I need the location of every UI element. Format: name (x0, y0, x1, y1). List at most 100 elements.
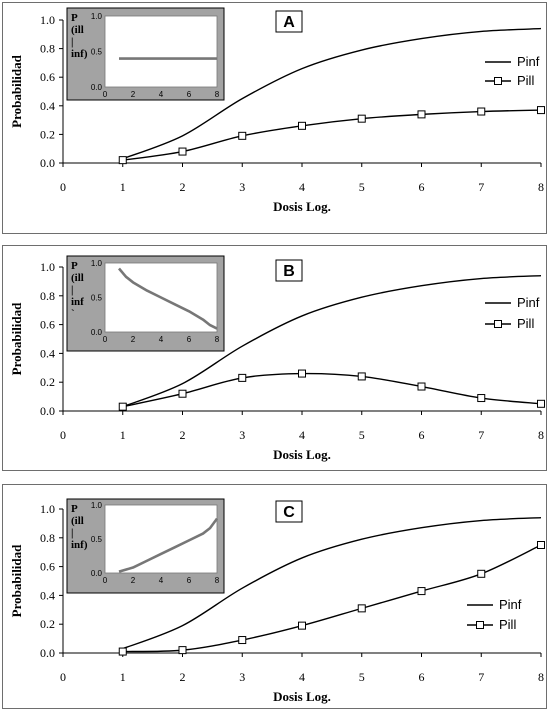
inset-y-tick-label: 0.0 (91, 83, 103, 92)
chart-a: 0.0 0.2 0.4 0.6 0.8 1.0 0 1 2 3 4 5 6 7 8 Dosis Log. Pro… (9, 7, 545, 214)
inset-x-tick-label: 4 (159, 90, 164, 99)
data-point-pill (477, 394, 486, 403)
chart-panel-b: 0.0 0.2 0.4 0.6 0.8 1.0 0 1 2 3 4 5 6 7 8 Dosis Log. Pro… (2, 245, 547, 471)
x-tick-label: 2 (180, 180, 186, 194)
data-point-pill (238, 373, 247, 382)
panel-title: C (283, 504, 295, 521)
inset-y-label: (ill (71, 515, 84, 527)
legend-label: Pill (499, 617, 516, 632)
inset-y-label: (ill (71, 24, 84, 36)
y-tick-label: 0.6 (40, 318, 55, 332)
y-tick-label: 1.0 (40, 260, 55, 274)
data-point-pill (238, 131, 247, 140)
data-point-pill (118, 402, 127, 411)
x-tick-label: 6 (419, 428, 425, 442)
data-point-pill (118, 156, 127, 165)
inset-x-tick-label: 6 (187, 90, 192, 99)
y-tick-label: 0.6 (40, 70, 55, 84)
inset-y-label: P (71, 503, 78, 515)
y-tick-label: 0.4 (40, 99, 55, 113)
inset-x-tick-label: 0 (103, 335, 108, 344)
y-axis-label: Probabilidad (9, 544, 24, 618)
y-tick-label: 0.0 (40, 156, 55, 170)
inset-y-label: P (71, 260, 78, 272)
y-axis-label: Probabilidad (9, 302, 24, 376)
x-axis-label: Dosis Log. (273, 447, 331, 462)
chart-panel-a: 0.0 0.2 0.4 0.6 0.8 1.0 0 1 2 3 4 5 6 7 8 Dosis Log. Pro… (2, 2, 547, 234)
inset-x-tick-label: 4 (159, 335, 164, 344)
x-tick-label: 8 (538, 670, 544, 684)
x-axis-label: Dosis Log. (273, 199, 331, 214)
data-point-pill (537, 106, 545, 115)
y-tick-label: 0.2 (40, 375, 55, 389)
legend-marker (494, 77, 502, 85)
data-point-pill (357, 372, 366, 381)
x-tick-label: 5 (359, 670, 365, 684)
y-tick-label: 0.4 (40, 346, 55, 360)
y-tick-label: 1.0 (40, 502, 55, 516)
inset-x-tick-label: 2 (131, 90, 136, 99)
x-tick-label: 2 (180, 670, 186, 684)
y-tick-label: 0.8 (40, 531, 55, 545)
data-point-pill (298, 621, 306, 630)
data-point-pill (357, 114, 366, 123)
x-tick-label: 7 (478, 428, 484, 442)
inset-y-tick-label: 1.0 (91, 12, 103, 21)
data-point-pill (417, 382, 426, 391)
inset-y-label: inf (71, 296, 84, 308)
legend-label: Pill (517, 73, 534, 88)
inset-x-tick-label: 6 (187, 576, 192, 585)
y-axis-label: Probabilidad (9, 54, 24, 128)
x-tick-label: 8 (538, 180, 544, 194)
x-tick-label: 4 (299, 180, 305, 194)
legend-label: Pinf (499, 597, 522, 612)
x-axis-label: Dosis Log. (273, 689, 331, 704)
x-tick-label: 2 (180, 428, 186, 442)
inset-plot-area (104, 504, 218, 574)
x-tick-label: 3 (239, 670, 245, 684)
series-line-pill (122, 372, 542, 408)
data-point-pill (238, 636, 247, 645)
inset-x-tick-label: 0 (103, 576, 108, 585)
panel-title-box (275, 10, 303, 33)
inset-y-label: P (71, 12, 78, 24)
y-tick-label: 0.8 (40, 42, 55, 56)
inset-x-tick-label: 2 (131, 576, 136, 585)
x-tick-label: 5 (359, 428, 365, 442)
inset-x-tick-label: 6 (187, 335, 192, 344)
inset-x-tick-label: 8 (215, 335, 220, 344)
data-point-pill (537, 541, 545, 549)
x-tick-label: 3 (239, 428, 245, 442)
x-tick-label: 3 (239, 180, 245, 194)
legend-label: Pinf (517, 54, 540, 69)
inset-y-tick-label: 0.5 (91, 535, 103, 544)
data-point-pill (178, 646, 187, 655)
data-point-pill (477, 569, 486, 578)
panel-title: A (283, 14, 295, 31)
x-tick-label: 4 (299, 670, 305, 684)
inset-y-tick-label: 0.5 (91, 48, 103, 57)
y-tick-label: 0.2 (40, 127, 55, 141)
inset-y-label: ` (71, 308, 75, 320)
x-tick-label: 6 (419, 180, 425, 194)
inset-x-tick-label: 4 (159, 576, 164, 585)
data-point-pill (298, 369, 306, 378)
chart-panel-c: 0.0 0.2 0.4 0.6 0.8 1.0 0 1 2 3 4 5 6 7 8 Dosis Log. Pro… (2, 484, 547, 709)
chart-c: 0.0 0.2 0.4 0.6 0.8 1.0 0 1 2 3 4 5 6 7 8 Dosis Log. Pro… (9, 498, 545, 704)
inset-line (118, 267, 218, 330)
y-tick-label: 0.8 (40, 289, 55, 303)
inset-y-tick-label: 0.0 (91, 569, 103, 578)
legend-label: Pill (517, 316, 534, 331)
inset-y-tick-label: 1.0 (91, 259, 103, 268)
series-line-pill (122, 109, 542, 161)
series-line-pinf (122, 274, 542, 408)
y-tick-label: 0.0 (40, 646, 55, 660)
x-tick-label: 4 (299, 428, 305, 442)
x-tick-label: 0 (60, 180, 66, 194)
inset-y-label: | (71, 284, 73, 296)
x-tick-label: 5 (359, 180, 365, 194)
x-tick-label: 1 (120, 180, 126, 194)
inset-y-tick-label: 0.0 (91, 328, 103, 337)
inset-x-tick-label: 2 (131, 335, 136, 344)
series-line-pinf (122, 27, 542, 160)
